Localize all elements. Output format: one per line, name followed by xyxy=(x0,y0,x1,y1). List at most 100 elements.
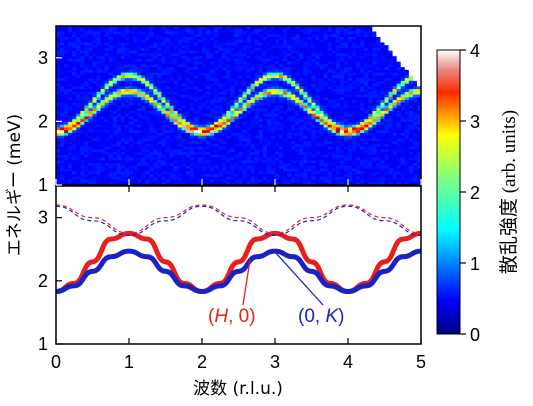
heatmap-cell xyxy=(222,182,227,185)
heatmap-cell xyxy=(181,102,187,107)
heatmap-cell xyxy=(270,143,276,148)
heatmap-cell xyxy=(202,64,207,68)
heatmap-cell xyxy=(315,146,321,150)
heatmap-cell xyxy=(72,36,77,41)
heatmap-cell xyxy=(141,61,146,65)
heatmap-cell xyxy=(141,50,146,55)
heatmap-cell xyxy=(230,47,236,52)
heatmap-cell xyxy=(364,105,369,109)
heatmap-cell xyxy=(104,56,110,60)
heatmap-cell xyxy=(275,105,280,109)
heatmap-cell xyxy=(299,91,304,96)
heatmap-cell xyxy=(246,42,252,46)
heatmap-cell xyxy=(246,165,252,170)
heatmap-cell xyxy=(262,160,268,164)
heatmap-cell xyxy=(339,174,345,178)
heatmap-cell xyxy=(185,31,191,35)
heatmap-cell xyxy=(384,58,390,63)
heatmap-cell xyxy=(254,121,260,126)
heatmap-cell xyxy=(295,89,300,93)
heatmap-cell xyxy=(153,176,158,181)
heatmap-cell xyxy=(108,132,114,137)
heatmap-cell xyxy=(270,56,276,60)
heatmap-cell xyxy=(380,67,386,71)
heatmap-cell xyxy=(149,154,154,159)
heatmap-cell xyxy=(181,182,187,185)
heatmap-cell xyxy=(230,143,236,148)
heatmap-cell xyxy=(372,56,377,60)
heatmap-cell xyxy=(392,75,398,79)
heatmap-cell xyxy=(270,91,276,96)
heatmap-cell xyxy=(100,50,106,55)
heatmap-cell xyxy=(307,141,313,145)
heatmap-cell xyxy=(68,146,73,150)
heatmap-cell xyxy=(222,116,227,120)
heatmap-cell xyxy=(189,78,195,82)
heatmap-cell xyxy=(258,67,264,71)
heatmap-cell xyxy=(250,110,256,115)
heatmap-cell xyxy=(84,110,90,115)
heatmap-cell xyxy=(400,64,406,68)
heatmap-cell xyxy=(279,86,284,90)
heatmap-cell xyxy=(331,75,337,79)
heatmap-cell xyxy=(230,28,236,33)
heatmap-cell xyxy=(356,116,361,120)
heatmap-cell xyxy=(307,143,313,148)
heatmap-cell xyxy=(327,171,333,175)
heatmap-cell xyxy=(246,64,252,68)
heatmap-cell xyxy=(311,97,317,101)
heatmap-cell xyxy=(270,69,276,74)
heatmap-cell xyxy=(279,152,284,156)
heatmap-cell xyxy=(295,58,300,63)
heatmap-cell xyxy=(76,97,81,101)
heatmap-cell xyxy=(376,105,382,109)
heatmap-cell xyxy=(392,97,398,101)
heatmap-cell xyxy=(279,58,284,63)
heatmap-cell xyxy=(266,165,272,170)
heatmap-cell xyxy=(279,36,284,41)
heatmap-cell xyxy=(270,53,276,57)
heatmap-cell xyxy=(400,102,406,107)
heatmap-cell xyxy=(319,50,325,55)
heatmap-cell xyxy=(364,160,369,164)
heatmap-cell xyxy=(60,135,65,139)
heatmap-cell xyxy=(242,154,248,159)
heatmap-cell xyxy=(112,42,118,46)
heatmap-cell xyxy=(279,171,284,175)
heatmap-cell xyxy=(68,132,73,137)
heatmap-cell xyxy=(153,138,158,142)
heatmap-cell xyxy=(177,163,183,167)
heatmap-cell xyxy=(153,130,158,134)
heatmap-cell xyxy=(137,160,142,164)
heatmap-cell xyxy=(303,121,309,126)
heatmap-cell xyxy=(157,56,163,60)
heatmap-cell xyxy=(262,89,268,93)
heatmap-cell xyxy=(307,152,313,156)
heatmap-cell xyxy=(137,53,142,57)
heatmap-cell xyxy=(250,157,256,161)
heatmap-cell xyxy=(254,141,260,145)
heatmap-cell xyxy=(218,53,223,57)
heatmap-cell xyxy=(218,141,223,145)
heatmap-cell xyxy=(392,78,398,82)
heatmap-cell xyxy=(129,113,134,118)
heatmap-cell xyxy=(307,72,313,76)
heatmap-cell xyxy=(226,127,231,131)
heatmap-cell xyxy=(283,174,288,178)
heatmap-cell xyxy=(193,121,199,126)
heatmap-cell xyxy=(311,110,317,115)
heatmap-cell xyxy=(68,174,73,178)
heatmap-cell xyxy=(238,171,244,175)
heatmap-cell xyxy=(153,165,158,170)
heatmap-cell xyxy=(80,53,85,57)
heatmap-cell xyxy=(319,102,325,107)
heatmap-cell xyxy=(145,50,150,55)
heatmap-cell xyxy=(88,152,94,156)
heatmap-cell xyxy=(266,102,272,107)
heatmap-cell xyxy=(279,113,284,118)
heatmap-cell xyxy=(153,80,158,85)
heatmap-cell xyxy=(368,45,373,49)
heatmap-cell xyxy=(68,34,73,38)
heatmap-cell xyxy=(218,83,223,87)
heatmap-cell xyxy=(157,50,163,55)
